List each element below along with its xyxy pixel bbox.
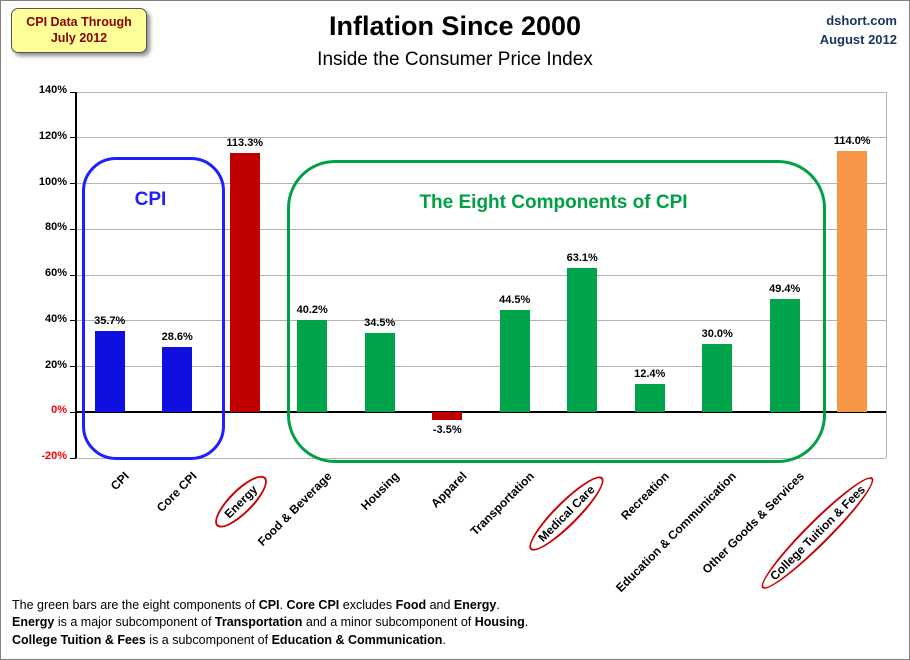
- axis-tick: [70, 320, 76, 322]
- source-site: dshort.com: [826, 13, 897, 28]
- axis-tick: [70, 91, 76, 93]
- y-axis-tick-label: 60%: [44, 267, 67, 279]
- axis-tick: [70, 183, 76, 184]
- cpi-group-outline: [82, 157, 225, 460]
- bar-housing: [364, 333, 395, 413]
- x-axis-label-apparel: Apparel: [427, 469, 470, 511]
- y-axis-tick-label: 40%: [44, 312, 67, 325]
- footnote-line: The green bars are the eight components …: [12, 598, 500, 612]
- cpi-group-label: CPI: [134, 189, 167, 210]
- y-axis-tick-label: 120%: [38, 129, 67, 142]
- x-axis-label-medical-care: Medical Care: [522, 469, 612, 559]
- badge-line1: CPI Data Through: [26, 15, 132, 29]
- x-axis-label-recreation: Recreation: [617, 469, 672, 523]
- bar-college-tuition-fees: [837, 151, 868, 413]
- bar-value-label: 44.5%: [499, 294, 531, 307]
- bar-value-label: 35.7%: [94, 314, 126, 327]
- axis-tick: [70, 411, 76, 413]
- gridline: [76, 274, 886, 276]
- bar-other-goods-services: [769, 299, 800, 413]
- bar-core-cpi: [162, 346, 193, 413]
- y-axis-line: [75, 92, 77, 458]
- bar-education-communication: [702, 343, 733, 413]
- footnote-line: Energy is a major subcomponent of Transp…: [12, 615, 529, 630]
- bar-value-label: 40.2%: [296, 304, 328, 317]
- bar-medical-care: [567, 267, 598, 413]
- chart-subtitle: Inside the Consumer Price Index: [317, 49, 593, 70]
- axis-tick: [70, 228, 76, 230]
- bar-apparel: [432, 412, 463, 421]
- bar-value-label: 114.0%: [833, 135, 871, 148]
- gridline: [76, 228, 886, 230]
- bar-value-label: 30.0%: [701, 327, 733, 340]
- source-date: August 2012: [819, 31, 897, 47]
- bar-value-label: -3.5%: [432, 424, 462, 437]
- y-axis-tick-label: 20%: [44, 358, 67, 371]
- gridline: [76, 183, 886, 184]
- bar-transportation: [499, 310, 530, 413]
- chart-title: Inflation Since 2000: [328, 11, 582, 41]
- x-axis-label-education-communication: Education & Communication: [613, 469, 740, 595]
- data-through-badge: CPI Data Through July 2012: [11, 8, 147, 53]
- bar-value-label: 49.4%: [769, 283, 801, 296]
- bar-recreation: [634, 383, 665, 413]
- bar-value-label: 28.6%: [161, 330, 193, 343]
- bar-value-label: 63.1%: [566, 251, 598, 264]
- gridline: [76, 320, 886, 322]
- bar-value-label: 113.3%: [226, 137, 264, 150]
- bar-value-label: 12.4%: [634, 367, 666, 380]
- x-axis-label-cpi: CPI: [107, 469, 132, 494]
- axis-tick: [70, 457, 76, 459]
- source-attribution: dshort.com August 2012: [820, 12, 897, 50]
- gridline: [76, 366, 886, 367]
- axis-tick: [70, 137, 76, 139]
- components-group-label: The Eight Components of CPI: [419, 192, 688, 213]
- y-axis-tick-label: 0%: [51, 404, 67, 417]
- footnote-line: College Tuition & Fees is a subcomponent…: [12, 632, 446, 647]
- y-axis-tick-label: 100%: [38, 175, 67, 188]
- zero-axis-line: [76, 411, 886, 414]
- bar-food-beverage: [297, 320, 328, 413]
- x-axis-label-energy: Energy: [208, 469, 274, 535]
- y-axis-tick-label: 140%: [38, 84, 67, 96]
- axis-tick: [70, 274, 76, 276]
- y-axis-tick-label: 80%: [44, 221, 67, 234]
- y-axis-tick-label: -20%: [41, 450, 67, 462]
- components-group-outline: [287, 160, 826, 463]
- axis-tick: [70, 366, 76, 367]
- x-axis-label-core-cpi: Core CPI: [153, 469, 200, 515]
- footnote-text: The green bars are the eight components …: [12, 597, 528, 649]
- bar-value-label: 34.5%: [364, 317, 396, 330]
- x-axis-label-transportation: Transportation: [467, 469, 537, 539]
- gridline: [76, 137, 886, 139]
- bar-cpi: [94, 330, 125, 413]
- gridline: [76, 457, 886, 459]
- gridline: [76, 91, 886, 93]
- x-axis-label-housing: Housing: [357, 469, 402, 513]
- plot-right-border: [886, 92, 887, 458]
- x-axis-label-college-tuition-fees: College Tuition & Fees: [753, 469, 882, 597]
- bar-energy: [229, 153, 260, 413]
- badge-line2: July 2012: [50, 31, 108, 46]
